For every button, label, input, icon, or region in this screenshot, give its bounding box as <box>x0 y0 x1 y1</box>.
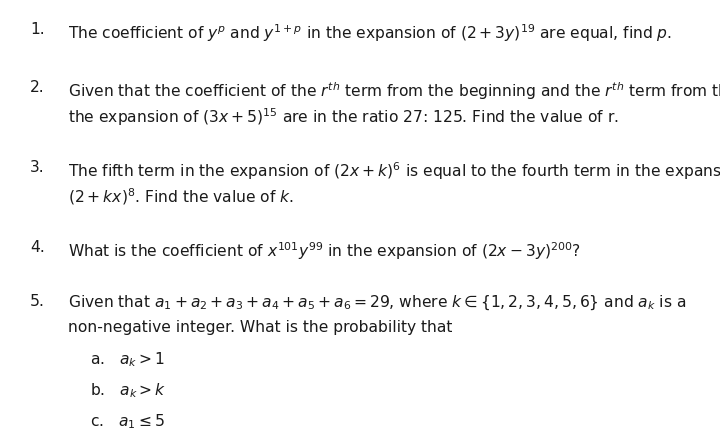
Text: a.   $a_{k} > 1$: a. $a_{k} > 1$ <box>90 350 165 369</box>
Text: 2.: 2. <box>30 80 45 95</box>
Text: Given that the coefficient of the $r^{th}$ term from the beginning and the $r^{t: Given that the coefficient of the $r^{th… <box>68 80 720 102</box>
Text: The fifth term in the expansion of $(2x + k)^{6}$ is equal to the fourth term in: The fifth term in the expansion of $(2x … <box>68 160 720 182</box>
Text: 1.: 1. <box>30 22 45 37</box>
Text: 4.: 4. <box>30 240 45 255</box>
Text: Given that $a_{1} + a_{2} + a_{3} + a_{4} + a_{5} + a_{6} = 29$, where $k \in \{: Given that $a_{1} + a_{2} + a_{3} + a_{4… <box>68 294 686 312</box>
Text: What is the coefficient of $x^{101}y^{99}$ in the expansion of $(2x - 3y)^{200}$: What is the coefficient of $x^{101}y^{99… <box>68 240 581 262</box>
Text: 5.: 5. <box>30 294 45 309</box>
Text: the expansion of $(3x + 5)^{15}$ are in the ratio 27: 125. Find the value of r.: the expansion of $(3x + 5)^{15}$ are in … <box>68 106 618 128</box>
Text: 3.: 3. <box>30 160 45 175</box>
Text: b.   $a_{k} > k$: b. $a_{k} > k$ <box>90 381 166 400</box>
Text: c.   $a_{1} \leq 5$: c. $a_{1} \leq 5$ <box>90 412 165 431</box>
Text: The coefficient of $y^{p}$ and $y^{1+p}$ in the expansion of $(2 + 3y)^{19}$ are: The coefficient of $y^{p}$ and $y^{1+p}$… <box>68 22 672 44</box>
Text: non-negative integer. What is the probability that: non-negative integer. What is the probab… <box>68 320 452 335</box>
Text: $(2 + kx)^{8}$. Find the value of $k$.: $(2 + kx)^{8}$. Find the value of $k$. <box>68 186 294 207</box>
